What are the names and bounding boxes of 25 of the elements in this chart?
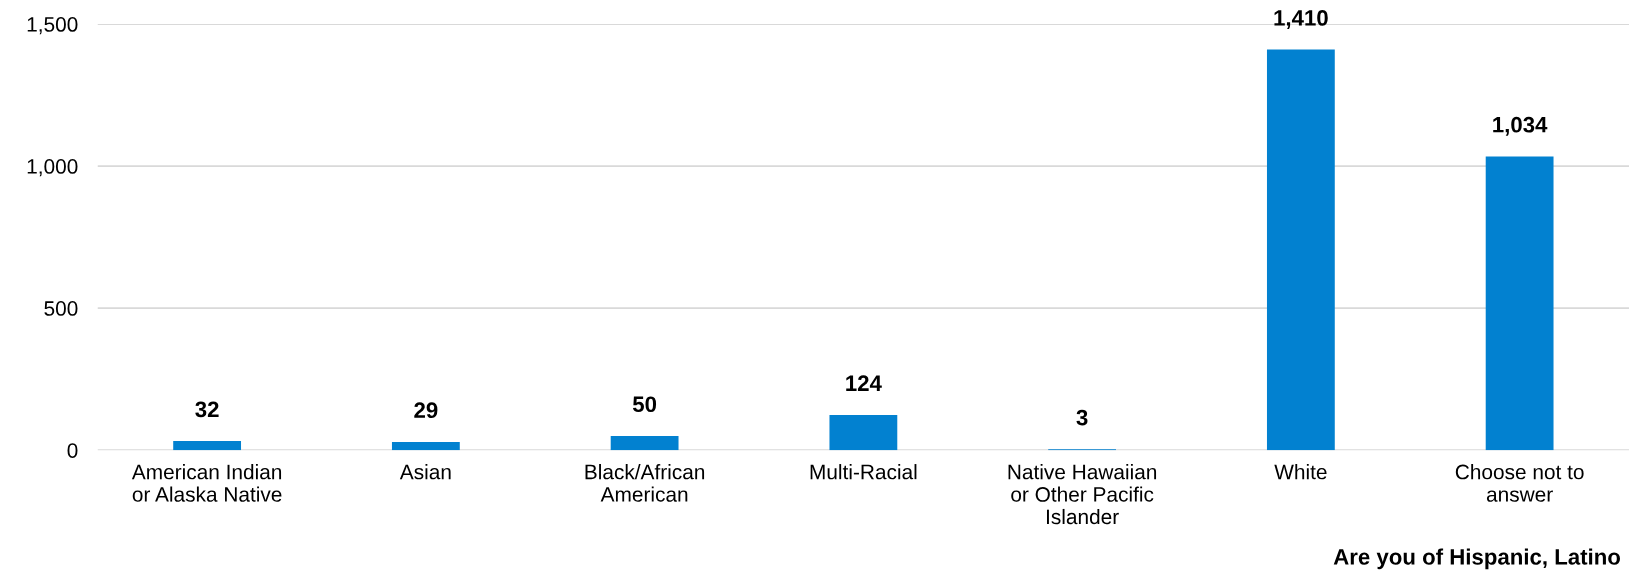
x-tick-label: American Indian or Alaska Native	[131, 464, 282, 502]
y-tick-label: 1,000	[27, 159, 78, 177]
x-tick-label: Choose not to answer	[1455, 464, 1584, 502]
x-tick-label: White	[1274, 464, 1327, 480]
data-label: 32	[195, 401, 219, 418]
text: Are you of Hispanic, Latino	[1333, 548, 1621, 570]
x-tick-label: Multi-Racial	[810, 464, 917, 480]
x-tick-label: Black/African American	[585, 464, 705, 502]
data-label: 50	[632, 396, 657, 413]
y-tick-label: 0	[67, 443, 78, 458]
bar	[391, 441, 460, 451]
data-label: 3	[1076, 409, 1088, 426]
y-tick-label: 1,500	[27, 17, 78, 35]
data-label: 1,410	[1274, 10, 1328, 29]
x-tick-label: Native Hawaiian or Other Pacific Islander	[1008, 464, 1157, 525]
bar	[610, 435, 679, 451]
y-tick-label: 500	[44, 301, 78, 316]
bar	[1485, 156, 1554, 451]
data-label: 29	[414, 402, 438, 419]
bar	[829, 414, 898, 451]
bar	[173, 441, 242, 451]
data-label: 124	[846, 375, 882, 391]
x-tick-label: Asian	[399, 464, 451, 480]
data-label: 1,034	[1493, 116, 1548, 136]
bar	[1266, 49, 1335, 451]
